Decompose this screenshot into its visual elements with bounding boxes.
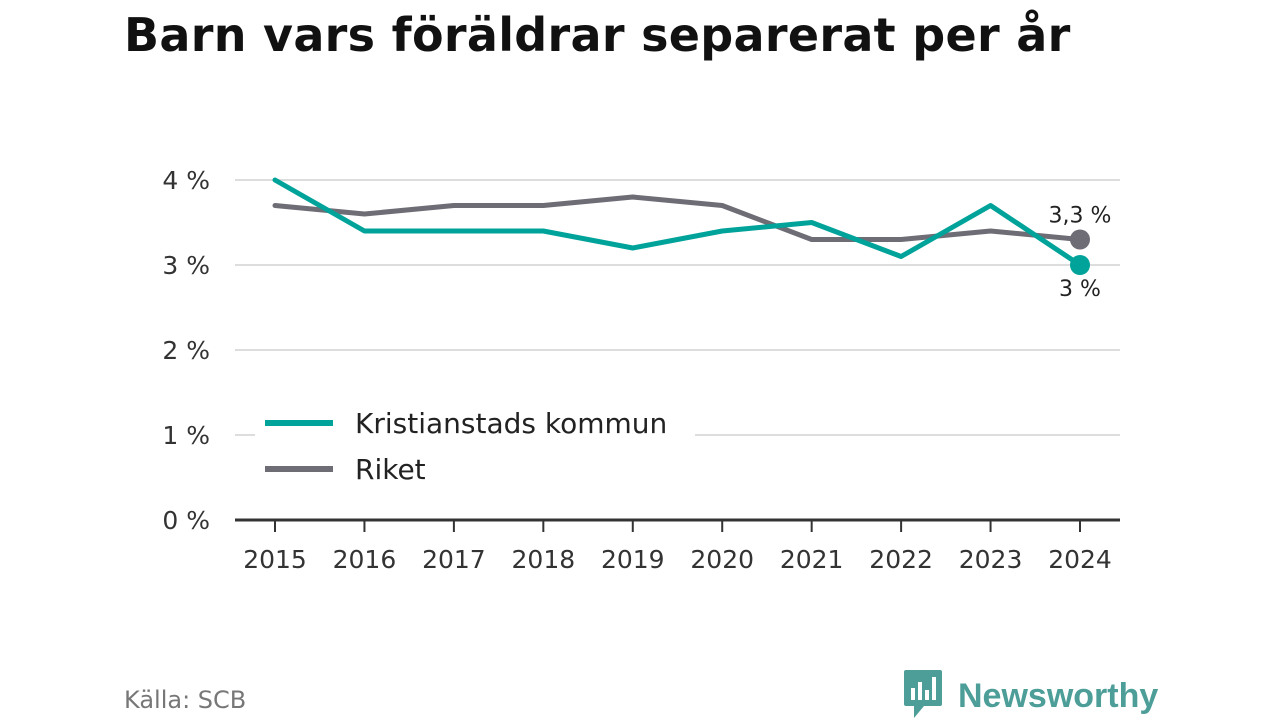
x-tick-label: 2015: [243, 545, 307, 574]
y-tick-label: 0 %: [162, 506, 210, 535]
x-tick-label: 2018: [512, 545, 576, 574]
series-lines: 3 % 3,3 %: [272, 177, 1112, 302]
x-tick-label: 2020: [690, 545, 754, 574]
x-tick-label: 2022: [869, 545, 933, 574]
newsworthy-logo-icon: [902, 668, 944, 724]
series-line: [272, 194, 1083, 242]
legend-label: Kristianstads kommun: [355, 407, 667, 440]
brand-logo: Newsworthy: [902, 668, 1158, 724]
x-axis: [235, 518, 1120, 532]
line-chart: 0 % 1 % 2 % 3 % 4 % 2015 2016 2017 2018 2019 2020…: [162, 166, 1120, 574]
y-tick-label: 1 %: [162, 421, 210, 450]
y-tick-label: 2 %: [162, 336, 210, 365]
series-line: [272, 177, 1083, 268]
series-end-marker: [1070, 255, 1090, 275]
x-tick-label: 2024: [1048, 545, 1112, 574]
x-tick-label: 2023: [959, 545, 1023, 574]
gridlines: [235, 179, 1120, 436]
series-end-label: 3 %: [1059, 277, 1101, 302]
y-tick-label: 4 %: [162, 166, 210, 195]
chart-title: Barn vars föräldrar separerat per år: [124, 8, 1071, 62]
series-end-label: 3,3 %: [1049, 204, 1112, 229]
y-tick-label: 3 %: [162, 251, 210, 280]
brand-name: Newsworthy: [958, 676, 1159, 715]
x-axis-tick-labels: 2015 2016 2017 2018 2019 2020 2021 2022 2023 2024: [243, 545, 1112, 574]
y-axis-tick-labels: 0 % 1 % 2 % 3 % 4 %: [162, 166, 210, 535]
legend: Kristianstads kommun Riket: [255, 398, 695, 498]
x-tick-label: 2021: [780, 545, 844, 574]
series-end-marker: [1070, 229, 1090, 250]
source-note: Källa: SCB: [124, 686, 247, 714]
x-tick-label: 2017: [422, 545, 486, 574]
x-tick-label: 2016: [333, 545, 397, 574]
x-tick-label: 2019: [601, 545, 665, 574]
legend-label: Riket: [355, 453, 426, 486]
legend-background: [255, 398, 695, 498]
